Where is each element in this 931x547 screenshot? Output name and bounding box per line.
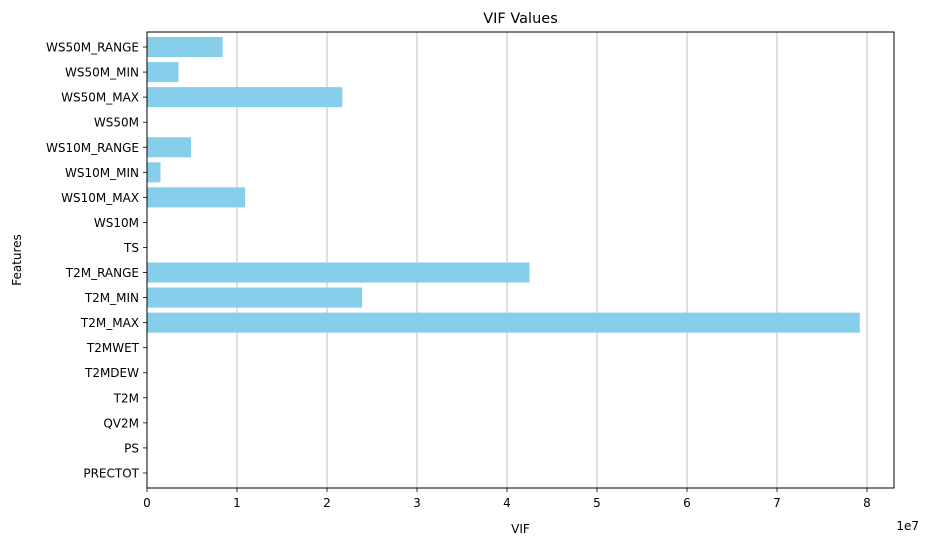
x-tick-label: 5 — [593, 496, 601, 510]
y-tick-label: T2M_MAX — [80, 316, 139, 330]
x-axis-ticks: 0 1 2 3 4 5 6 7 8 — [143, 488, 871, 510]
x-axis-label: VIF — [511, 522, 530, 536]
y-tick-label: QV2M — [103, 416, 139, 430]
y-tick-label: WS10M_MIN — [65, 166, 139, 180]
grid-lines — [146, 32, 868, 488]
y-tick-label: WS10M_MAX — [61, 191, 139, 205]
bar-ws10m_min — [147, 162, 161, 183]
x-tick-label: 4 — [503, 496, 511, 510]
bar-t2m_min — [147, 287, 363, 308]
bar-ws10m_max — [147, 187, 246, 208]
bar-ws50m_max — [147, 87, 343, 108]
bar-t2m_max — [147, 312, 860, 333]
y-tick-label: WS50M_RANGE — [46, 41, 139, 55]
y-tick-label: T2MDEW — [84, 366, 139, 380]
y-tick-label: PS — [124, 441, 139, 455]
y-tick-label: TS — [123, 241, 139, 255]
y-tick-label: WS50M_MAX — [61, 91, 139, 105]
x-tick-label: 0 — [143, 496, 151, 510]
y-tick-label: T2M_RANGE — [65, 266, 139, 280]
chart-title: VIF Values — [483, 11, 558, 27]
y-tick-label: T2MWET — [86, 341, 140, 355]
x-tick-label: 7 — [773, 496, 781, 510]
bar-ws10m_range — [147, 137, 192, 158]
y-tick-label: WS50M_MIN — [65, 66, 139, 80]
x-tick-label: 2 — [323, 496, 331, 510]
x-tick-label: 3 — [413, 496, 421, 510]
x-tick-label: 1 — [233, 496, 241, 510]
x-tick-label: 8 — [863, 496, 871, 510]
bars — [147, 37, 860, 333]
y-axis-label: Features — [10, 234, 24, 286]
y-tick-label: T2M — [113, 391, 139, 405]
bar-ws50m_min — [147, 62, 179, 83]
bar-ws50m_range — [147, 37, 223, 58]
y-axis-ticks: PRECTOT PS QV2M T2M T2MDEW T2MWET T2M_MAX T2M_M… — [46, 41, 147, 480]
y-tick-label: WS10M — [94, 216, 139, 230]
y-tick-label: T2M_MIN — [84, 291, 139, 305]
x-axis-scale-label: 1e7 — [896, 519, 919, 533]
plot-frame — [146, 31, 895, 489]
bar-t2m_range — [147, 262, 530, 283]
y-tick-label: PRECTOT — [83, 466, 139, 480]
y-tick-label: WS10M_RANGE — [46, 141, 139, 155]
y-tick-label: WS50M — [94, 116, 139, 130]
x-tick-label: 6 — [683, 496, 691, 510]
